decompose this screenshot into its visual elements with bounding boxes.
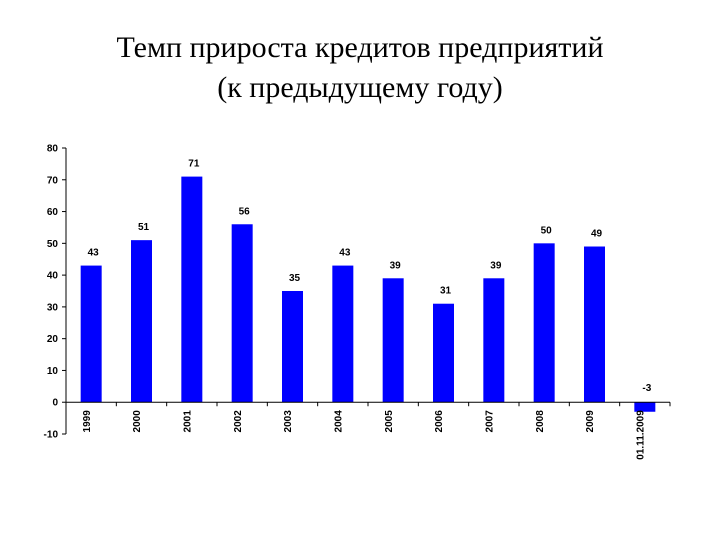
bar-2009 bbox=[584, 246, 605, 403]
bar-2008 bbox=[533, 243, 555, 403]
x-tick-label: 1999 bbox=[82, 410, 93, 433]
x-tick-label: 2007 bbox=[484, 410, 495, 433]
y-tick-label: 80 bbox=[47, 144, 59, 155]
x-tick-label: 2008 bbox=[535, 410, 546, 433]
data-labels: 43 51 71 56 35 43 39 31 39 50 49 -3 bbox=[88, 159, 652, 395]
y-axis: -10 0 10 20 30 40 50 60 70 80 bbox=[44, 144, 67, 441]
x-tick-label: 01.11.2009 bbox=[635, 410, 646, 460]
bar-1999 bbox=[80, 265, 102, 403]
data-label: 71 bbox=[188, 159, 200, 170]
y-tick-label: 50 bbox=[47, 239, 59, 250]
data-label: 35 bbox=[289, 273, 301, 284]
x-axis: 1999 2000 2001 2002 2003 2004 2005 2006 2007 2008… bbox=[65, 401, 671, 460]
bar-2007 bbox=[483, 278, 505, 403]
x-tick-label: 2000 bbox=[132, 410, 143, 433]
bar-2006 bbox=[433, 303, 454, 403]
x-tick-label: 2005 bbox=[384, 410, 395, 433]
data-label: 51 bbox=[138, 222, 150, 233]
bar-2004 bbox=[332, 265, 354, 403]
data-label: 56 bbox=[239, 206, 251, 217]
y-tick-label: 30 bbox=[47, 302, 59, 313]
x-tick-label: 2009 bbox=[585, 410, 596, 433]
x-tick-label: 2004 bbox=[333, 410, 344, 433]
chart-title-line-2: (к предыдущему году) bbox=[217, 71, 503, 104]
bar-2000 bbox=[131, 240, 152, 403]
data-label: 50 bbox=[541, 225, 553, 236]
bar-2002 bbox=[231, 224, 253, 403]
data-label: 43 bbox=[339, 248, 351, 259]
data-label: 43 bbox=[88, 248, 100, 259]
bar-2003 bbox=[282, 291, 303, 403]
bar-2005 bbox=[382, 278, 404, 403]
data-label: 31 bbox=[440, 286, 452, 297]
x-tick-label: 2006 bbox=[434, 410, 445, 433]
y-tick-label: 40 bbox=[47, 271, 59, 282]
bar-2001 bbox=[181, 176, 203, 403]
chart-title-line-1: Темп прироста кредитов предприятий bbox=[116, 31, 604, 64]
data-label: 49 bbox=[591, 229, 603, 240]
y-tick-label: 60 bbox=[47, 207, 59, 218]
y-tick-label: -10 bbox=[44, 430, 59, 441]
bar-01.11.2009 bbox=[634, 402, 656, 412]
x-tick-label: 2001 bbox=[182, 410, 193, 433]
data-label: 39 bbox=[390, 260, 402, 271]
y-tick-label: 10 bbox=[47, 366, 59, 377]
bars bbox=[80, 176, 656, 412]
y-tick-label: 70 bbox=[47, 175, 59, 186]
y-tick-label: 0 bbox=[52, 398, 58, 409]
y-tick-label: 20 bbox=[47, 334, 59, 345]
data-label: 39 bbox=[490, 260, 502, 271]
data-label: -3 bbox=[642, 383, 651, 394]
x-tick-label: 2003 bbox=[283, 410, 294, 433]
x-tick-label: 2002 bbox=[233, 410, 244, 433]
